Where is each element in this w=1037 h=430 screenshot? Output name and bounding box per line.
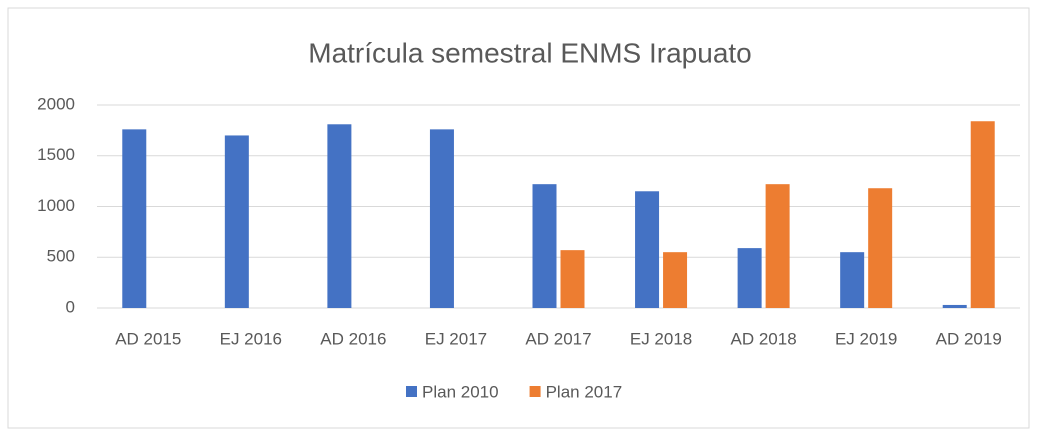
x-tick-label: AD 2015 bbox=[115, 329, 181, 348]
bar bbox=[327, 124, 352, 308]
bar bbox=[737, 248, 762, 308]
x-tick-label: EJ 2017 bbox=[425, 329, 487, 348]
x-tick-label: AD 2019 bbox=[936, 329, 1002, 348]
x-tick-label: AD 2017 bbox=[525, 329, 591, 348]
y-tick-label: 0 bbox=[66, 297, 75, 316]
legend-swatch bbox=[406, 386, 417, 397]
legend-label: Plan 2010 bbox=[422, 382, 499, 401]
bar bbox=[840, 252, 865, 308]
chart-frame bbox=[7, 7, 1030, 429]
y-tick-label: 1500 bbox=[37, 145, 75, 164]
bar bbox=[429, 129, 454, 308]
x-tick-label: EJ 2018 bbox=[630, 329, 692, 348]
x-tick-label: AD 2018 bbox=[731, 329, 797, 348]
x-tick-label: AD 2016 bbox=[320, 329, 386, 348]
legend-swatch bbox=[529, 386, 541, 397]
legend-label: Plan 2017 bbox=[546, 382, 623, 401]
x-tick-label: EJ 2019 bbox=[835, 329, 897, 348]
chart-title: Matrícula semestral ENMS Irapuato bbox=[308, 37, 752, 68]
bar bbox=[942, 304, 967, 308]
bar bbox=[122, 129, 147, 308]
y-tick-label: 2000 bbox=[37, 94, 75, 113]
y-tick-label: 1000 bbox=[37, 196, 75, 215]
y-tick-label: 500 bbox=[47, 247, 75, 266]
bar bbox=[765, 184, 790, 308]
bar bbox=[532, 184, 557, 308]
bar bbox=[560, 250, 585, 308]
bar bbox=[970, 121, 995, 309]
x-tick-label: EJ 2016 bbox=[220, 329, 282, 348]
bar bbox=[868, 188, 893, 308]
bar bbox=[224, 135, 249, 308]
bar bbox=[635, 191, 660, 308]
bar bbox=[663, 252, 688, 308]
